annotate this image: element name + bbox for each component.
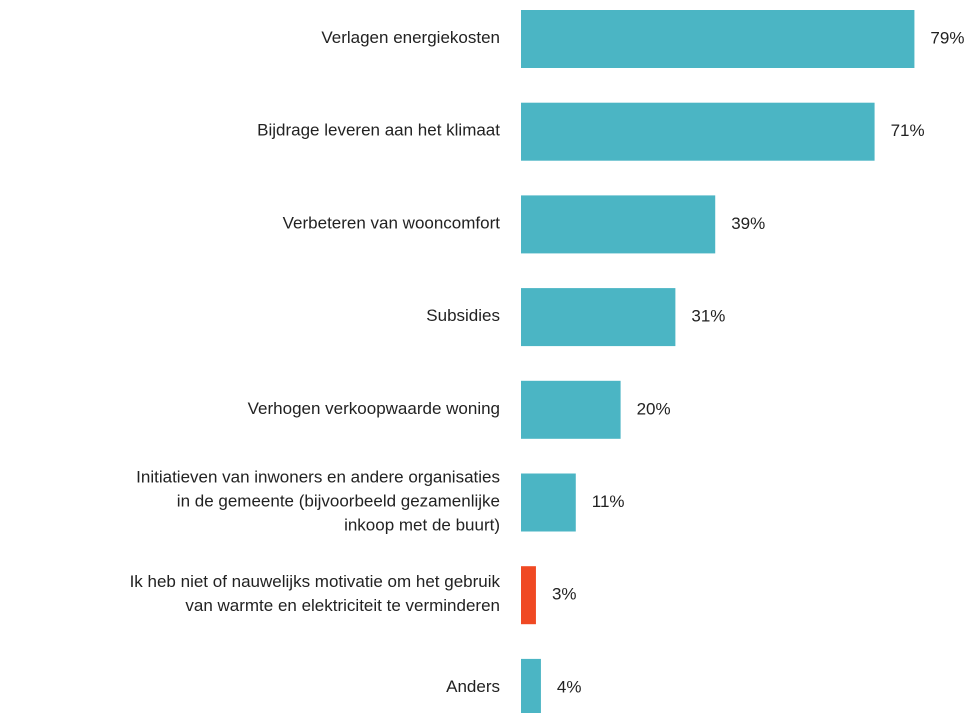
category-label: Initiatieven van inwoners en andere orga…	[136, 468, 500, 535]
value-label: 39%	[731, 214, 765, 233]
category-label-line: Anders	[446, 677, 500, 696]
category-label-line: Verbeteren van wooncomfort	[283, 214, 501, 233]
bar	[521, 10, 915, 68]
category-label: Ik heb niet of nauwelijks motivatie om h…	[130, 573, 501, 616]
category-label: Verlagen energiekosten	[321, 28, 500, 47]
bar	[521, 566, 536, 625]
bar	[521, 195, 716, 254]
value-label: 79%	[930, 28, 964, 47]
category-label-line: Ik heb niet of nauwelijks motivatie om h…	[130, 573, 501, 592]
bar	[521, 288, 676, 347]
category-label: Anders	[446, 677, 500, 696]
category-label-line: Initiatieven van inwoners en andere orga…	[136, 468, 500, 487]
bar	[521, 658, 541, 713]
category-label-line: van warmte en elektriciteit te verminder…	[185, 597, 500, 616]
category-label-line: Verhogen verkoopwaarde woning	[248, 399, 500, 418]
value-label: 71%	[891, 121, 925, 140]
category-label-line: Bijdrage leveren aan het klimaat	[257, 121, 500, 140]
category-label: Verbeteren van wooncomfort	[283, 214, 501, 233]
category-label: Verhogen verkoopwaarde woning	[248, 399, 500, 418]
category-label-line: inkoop met de buurt)	[344, 516, 500, 535]
value-label: 4%	[557, 677, 582, 696]
value-label: 31%	[691, 307, 725, 326]
category-label: Subsidies	[426, 307, 500, 326]
bar	[521, 380, 621, 439]
category-label: Bijdrage leveren aan het klimaat	[257, 121, 500, 140]
bar	[521, 102, 875, 161]
value-label: 20%	[637, 399, 671, 418]
category-label-line: in de gemeente (bijvoorbeeld gezamenlijk…	[177, 492, 500, 511]
category-label-line: Subsidies	[426, 307, 500, 326]
category-label-line: Verlagen energiekosten	[321, 28, 500, 47]
value-label: 11%	[592, 492, 625, 511]
bar	[521, 473, 576, 532]
value-label: 3%	[552, 585, 577, 604]
